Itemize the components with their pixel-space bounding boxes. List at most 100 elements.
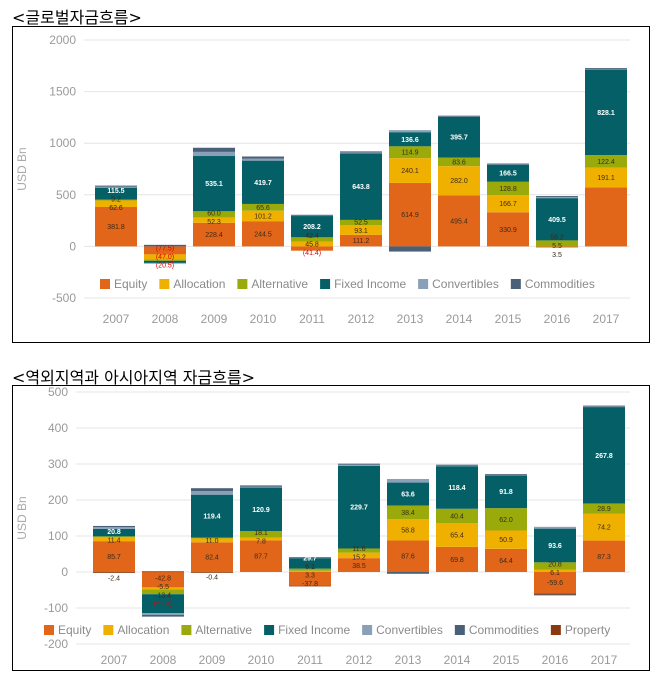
legend-swatch	[103, 625, 114, 635]
data-label: (41.4)	[303, 250, 321, 257]
data-label: 74.2	[597, 525, 611, 532]
y-tick-label: 500	[48, 385, 68, 399]
bar-segment-alternative	[340, 219, 382, 226]
x-tick-label: 2010	[250, 312, 277, 326]
legend-swatch	[237, 279, 248, 289]
legend-swatch	[362, 625, 373, 635]
data-label: 7.8	[256, 538, 266, 545]
data-label: 65.6	[256, 205, 270, 212]
bar-segment-equity	[485, 548, 527, 572]
bar-segment-commodities	[240, 485, 282, 487]
bar-segment-fixed-income	[144, 260, 186, 263]
data-label: -37.8	[302, 581, 318, 588]
bar-segment-property	[289, 585, 331, 587]
data-label: 42.4	[305, 233, 319, 240]
bar-segment-allocation	[144, 254, 186, 260]
data-label: 240.1	[401, 168, 419, 175]
bar-segment-alternative	[583, 503, 625, 514]
bar-segment-equity	[142, 572, 184, 588]
y-tick-label: 200	[48, 493, 68, 507]
bar-segment-commodities	[585, 68, 627, 69]
bar-segment-fixed-income	[487, 164, 529, 182]
data-label: (20.5)	[156, 262, 174, 269]
bar-segment-commodities	[485, 474, 527, 475]
data-label: 65.4	[450, 533, 464, 540]
data-label: 409.5	[548, 217, 566, 224]
bar-segment-allocation	[291, 241, 333, 247]
data-label: 3.5	[552, 252, 562, 259]
bar-segment-commodities	[338, 463, 380, 465]
bar-segment-convertibles	[291, 215, 333, 217]
bar-segment-equity	[93, 541, 135, 572]
x-tick-label: 2016	[542, 653, 569, 667]
data-label: 52.5	[354, 220, 368, 227]
bar-segment-alternative	[291, 237, 333, 242]
legend-label: Alternative	[195, 623, 252, 637]
data-label: 58.8	[401, 527, 415, 534]
data-label: 91.8	[499, 489, 513, 496]
chart-title-global: <글로벌자금흐름>	[12, 8, 142, 27]
data-label: 9.2	[111, 197, 121, 204]
bar-segment-alternative	[191, 537, 233, 539]
bar-segment-equity	[387, 540, 429, 572]
data-label: 244.5	[254, 231, 272, 238]
legend-label: Allocation	[173, 277, 225, 291]
data-label: 87.7	[254, 554, 268, 561]
data-label: 111.2	[353, 238, 370, 245]
data-label: 18.1	[254, 530, 268, 537]
y-axis-label: USD Bn	[15, 496, 29, 539]
bar-segment-alternative	[142, 589, 184, 595]
legend-swatch	[264, 625, 275, 635]
bar-segment-alternative	[387, 505, 429, 520]
bar-segment-allocation	[93, 537, 135, 542]
bar-segment-alternative	[338, 548, 380, 553]
y-tick-label: -100	[44, 601, 68, 615]
legend-label: Equity	[114, 277, 147, 291]
bar-segment-allocation	[240, 537, 282, 541]
bar-segment-convertibles	[487, 164, 529, 165]
data-label: 3.3	[305, 573, 315, 580]
data-label: 87.6	[401, 554, 415, 561]
x-tick-label: 2007	[103, 312, 130, 326]
bar-segment-fixed-income	[93, 528, 135, 537]
bar-segment-alternative	[93, 536, 135, 538]
data-label: 85.7	[107, 554, 121, 561]
data-label: 63.6	[401, 492, 415, 499]
y-tick-label: -500	[52, 291, 76, 305]
data-label: 64.4	[499, 558, 513, 565]
legend-label: Fixed Income	[278, 623, 350, 637]
bar-segment-equity	[144, 246, 186, 255]
data-label: 93.1	[354, 228, 368, 235]
data-label: -59.6	[547, 580, 563, 587]
x-tick-label: 2009	[201, 312, 228, 326]
bar-segment-commodities	[436, 464, 478, 466]
data-label: 228.4	[205, 232, 223, 239]
bar-segment-fixed-income	[389, 132, 431, 147]
legend-label: Fixed Income	[334, 277, 406, 291]
x-tick-label: 2011	[299, 312, 325, 326]
bar-segment-convertibles	[485, 474, 527, 476]
bar-segment-property	[534, 594, 576, 596]
data-label: 115.5	[107, 188, 124, 195]
x-tick-label: 2009	[199, 653, 226, 667]
bar-segment-equity	[534, 572, 576, 594]
bar-segment-convertibles	[193, 151, 235, 157]
data-label: 166.5	[499, 171, 517, 178]
data-label: 535.1	[205, 181, 223, 188]
bar-segment-commodities	[438, 115, 480, 117]
bar-segment-fixed-income	[289, 557, 331, 569]
legend-label: Commodities	[525, 277, 595, 291]
bar-segment-alternative	[242, 203, 284, 211]
y-tick-label: 0	[61, 565, 68, 579]
x-tick-label: 2012	[346, 653, 373, 667]
data-label: -5.5	[157, 584, 169, 591]
legend-label: Allocation	[117, 623, 169, 637]
bar-segment-convertibles	[338, 464, 380, 466]
x-tick-label: 2014	[446, 312, 473, 326]
y-tick-label: 1500	[49, 85, 76, 99]
bar-segment-convertibles	[144, 262, 186, 264]
x-tick-label: 2008	[150, 653, 177, 667]
bar-segment-allocation	[387, 519, 429, 541]
bar-segment-commodities	[536, 196, 578, 198]
bar-segment-commodities	[242, 156, 284, 159]
